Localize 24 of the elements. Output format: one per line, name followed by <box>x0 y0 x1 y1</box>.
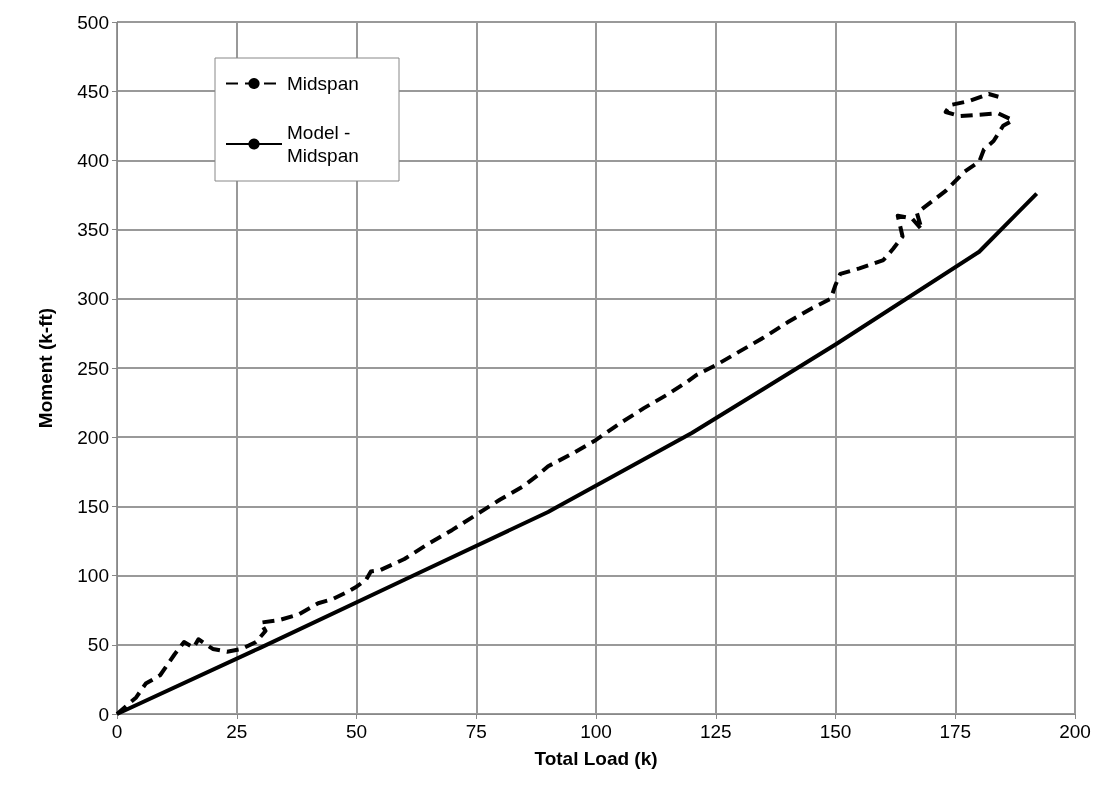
x-tick-label: 25 <box>226 721 248 742</box>
y-tick-label: 400 <box>77 149 109 171</box>
x-tick-label: 0 <box>111 721 123 742</box>
x-tick-label: 75 <box>465 721 487 742</box>
y-tick-label: 200 <box>77 426 109 448</box>
y-axis-title: Moment (k-ft) <box>35 307 56 429</box>
y-tick-label: 500 <box>77 11 109 33</box>
y-tick-label: 150 <box>77 495 109 517</box>
y-tick-label: 350 <box>77 219 109 241</box>
x-tick-label: 125 <box>699 721 732 742</box>
y-tick-label: 300 <box>77 288 109 310</box>
y-tick-label: 100 <box>77 565 109 587</box>
y-tick-label: 0 <box>98 703 109 725</box>
x-tick-label: 100 <box>580 721 612 742</box>
x-tick-label: 200 <box>1059 721 1091 742</box>
x-tick-label: 175 <box>939 721 972 742</box>
y-tick-label: 450 <box>77 80 109 102</box>
y-tick-label: 50 <box>87 634 109 656</box>
legend-label: Model - Midspan <box>287 122 359 166</box>
y-tick-label: 250 <box>77 357 109 379</box>
x-axis-title: Total Load (k) <box>534 748 658 769</box>
legend-label: Midspan <box>287 73 359 94</box>
x-tick-label: 50 <box>345 721 368 742</box>
x-tick-label: 150 <box>819 721 852 742</box>
